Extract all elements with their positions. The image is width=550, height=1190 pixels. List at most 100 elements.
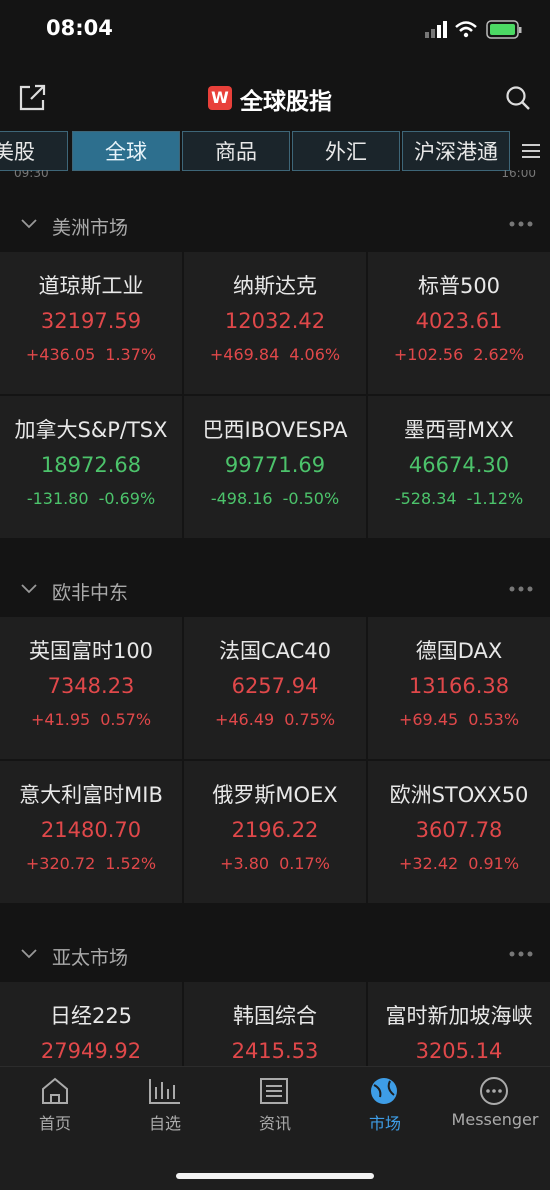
time-hint: 09:30 xyxy=(14,170,49,179)
index-name: 加拿大S&P/TSX xyxy=(14,418,168,442)
index-price: 3205.14 xyxy=(415,1039,503,1063)
index-change: +469.84 xyxy=(209,345,280,364)
share-button[interactable] xyxy=(18,84,48,112)
index-change: +69.45 xyxy=(398,710,459,729)
index-card[interactable]: 巴西IBOVESPA 99771.69 -498.16 -0.50% xyxy=(184,396,366,538)
index-percent: 0.17% xyxy=(279,854,330,873)
index-name: 墨西哥MXX xyxy=(404,418,514,442)
index-change: -498.16 xyxy=(210,489,273,508)
index-change-row: +320.72 1.52% xyxy=(0,854,182,873)
tab[interactable]: 全球 xyxy=(72,131,180,171)
section-title: 欧非中东 xyxy=(52,582,129,604)
index-card[interactable]: 意大利富时MIB 21480.70 +320.72 1.52% xyxy=(0,761,182,903)
index-change-row: +41.95 0.57% xyxy=(0,710,182,729)
index-price: 4023.61 xyxy=(415,309,503,333)
app-logo: W xyxy=(208,86,232,110)
search-button[interactable] xyxy=(504,84,532,112)
status-time: 08:04 xyxy=(46,16,113,40)
index-change-row: +3.80 0.17% xyxy=(184,854,366,873)
index-card[interactable]: 标普500 4023.61 +102.56 2.62% xyxy=(368,252,550,394)
index-name: 韩国综合 xyxy=(233,1004,317,1028)
index-change-row: +69.45 0.53% xyxy=(368,710,550,729)
index-price: 99771.69 xyxy=(224,453,326,477)
tab[interactable]: 商品 xyxy=(182,131,290,171)
index-name: 德国DAX xyxy=(415,639,503,663)
index-price: 46674.30 xyxy=(408,453,510,477)
index-change: +46.49 xyxy=(214,710,275,729)
index-percent: -1.12% xyxy=(466,489,524,508)
index-change: +320.72 xyxy=(25,854,96,873)
tab[interactable]: 美股 xyxy=(0,131,68,171)
index-percent: -0.69% xyxy=(98,489,156,508)
tab-menu[interactable] xyxy=(512,131,550,171)
index-price: 13166.38 xyxy=(408,674,510,698)
index-card[interactable]: 英国富时100 7348.23 +41.95 0.57% xyxy=(0,617,182,759)
index-change-row: -498.16 -0.50% xyxy=(184,489,366,508)
index-name: 欧洲STOXX50 xyxy=(389,783,529,807)
index-card[interactable]: 欧洲STOXX50 3607.78 +32.42 0.91% xyxy=(368,761,550,903)
index-change: +102.56 xyxy=(393,345,464,364)
index-name: 法国CAC40 xyxy=(218,639,332,663)
section-header[interactable]: 欧非中东 xyxy=(0,565,550,615)
home-indicator xyxy=(176,1173,374,1179)
tab[interactable]: 外汇 xyxy=(292,131,400,171)
section-title: 亚太市场 xyxy=(52,947,129,969)
index-percent: 0.75% xyxy=(284,710,336,729)
index-change-row: -528.34 -1.12% xyxy=(368,489,550,508)
tab[interactable]: 沪深港通 xyxy=(402,131,510,171)
section-header[interactable]: 美洲市场 xyxy=(0,200,550,250)
nav-item[interactable]: 资讯 xyxy=(258,1114,291,1133)
index-price: 7348.23 xyxy=(47,674,135,698)
nav-item[interactable]: 市场 xyxy=(368,1114,401,1133)
index-name: 道琼斯工业 xyxy=(38,274,144,298)
index-change: +32.42 xyxy=(398,854,459,873)
section-title: 美洲市场 xyxy=(52,217,129,239)
index-change-row: -131.80 -0.69% xyxy=(0,489,182,508)
index-name: 英国富时100 xyxy=(28,639,154,663)
index-card[interactable]: 德国DAX 13166.38 +69.45 0.53% xyxy=(368,617,550,759)
index-card[interactable]: 纳斯达克 12032.42 +469.84 4.06% xyxy=(184,252,366,394)
index-price: 12032.42 xyxy=(224,309,326,333)
index-price: 32197.59 xyxy=(40,309,142,333)
index-price: 2196.22 xyxy=(231,818,319,842)
index-change-row: +436.05 1.37% xyxy=(0,345,182,364)
index-card[interactable]: 法国CAC40 6257.94 +46.49 0.75% xyxy=(184,617,366,759)
index-percent: -0.50% xyxy=(282,489,340,508)
index-change-row: +102.56 2.62% xyxy=(368,345,550,364)
index-card[interactable]: 道琼斯工业 32197.59 +436.05 1.37% xyxy=(0,252,182,394)
bottom-nav xyxy=(0,1066,550,1190)
nav-item[interactable]: 首页 xyxy=(38,1114,71,1133)
index-name: 纳斯达克 xyxy=(233,274,317,298)
index-percent: 0.91% xyxy=(468,854,520,873)
index-name: 意大利富时MIB xyxy=(19,783,163,807)
index-price: 3607.78 xyxy=(415,818,503,842)
index-percent: 1.52% xyxy=(105,854,157,873)
index-price: 6257.94 xyxy=(231,674,319,698)
index-name: 巴西IBOVESPA xyxy=(202,418,348,442)
page-title: 全球股指 xyxy=(240,89,332,115)
index-change-row: +469.84 4.06% xyxy=(184,345,366,364)
index-name: 标普500 xyxy=(417,274,501,298)
index-percent: 1.37% xyxy=(105,345,157,364)
index-change: +436.05 xyxy=(25,345,96,364)
nav-item[interactable]: 自选 xyxy=(148,1114,181,1133)
index-change: -131.80 xyxy=(26,489,89,508)
index-card[interactable]: 俄罗斯MOEX 2196.22 +3.80 0.17% xyxy=(184,761,366,903)
time-hint: 16:00 xyxy=(501,170,536,179)
index-change: +41.95 xyxy=(30,710,91,729)
section-header[interactable]: 亚太市场 xyxy=(0,930,550,980)
index-card[interactable]: 墨西哥MXX 46674.30 -528.34 -1.12% xyxy=(368,396,550,538)
index-name: 日经225 xyxy=(49,1004,133,1028)
status-icons xyxy=(425,20,522,39)
nav-item[interactable]: Messenger xyxy=(451,1110,539,1129)
index-change: +3.80 xyxy=(220,854,270,873)
index-change-row: +46.49 0.75% xyxy=(184,710,366,729)
index-price: 18972.68 xyxy=(40,453,142,477)
index-price: 27949.92 xyxy=(40,1039,142,1063)
index-name: 俄罗斯MOEX xyxy=(212,783,338,807)
nav-icons xyxy=(42,1077,508,1105)
index-card[interactable]: 加拿大S&P/TSX 18972.68 -131.80 -0.69% xyxy=(0,396,182,538)
index-percent: 2.62% xyxy=(473,345,525,364)
index-name: 富时新加坡海峡 xyxy=(385,1004,533,1028)
